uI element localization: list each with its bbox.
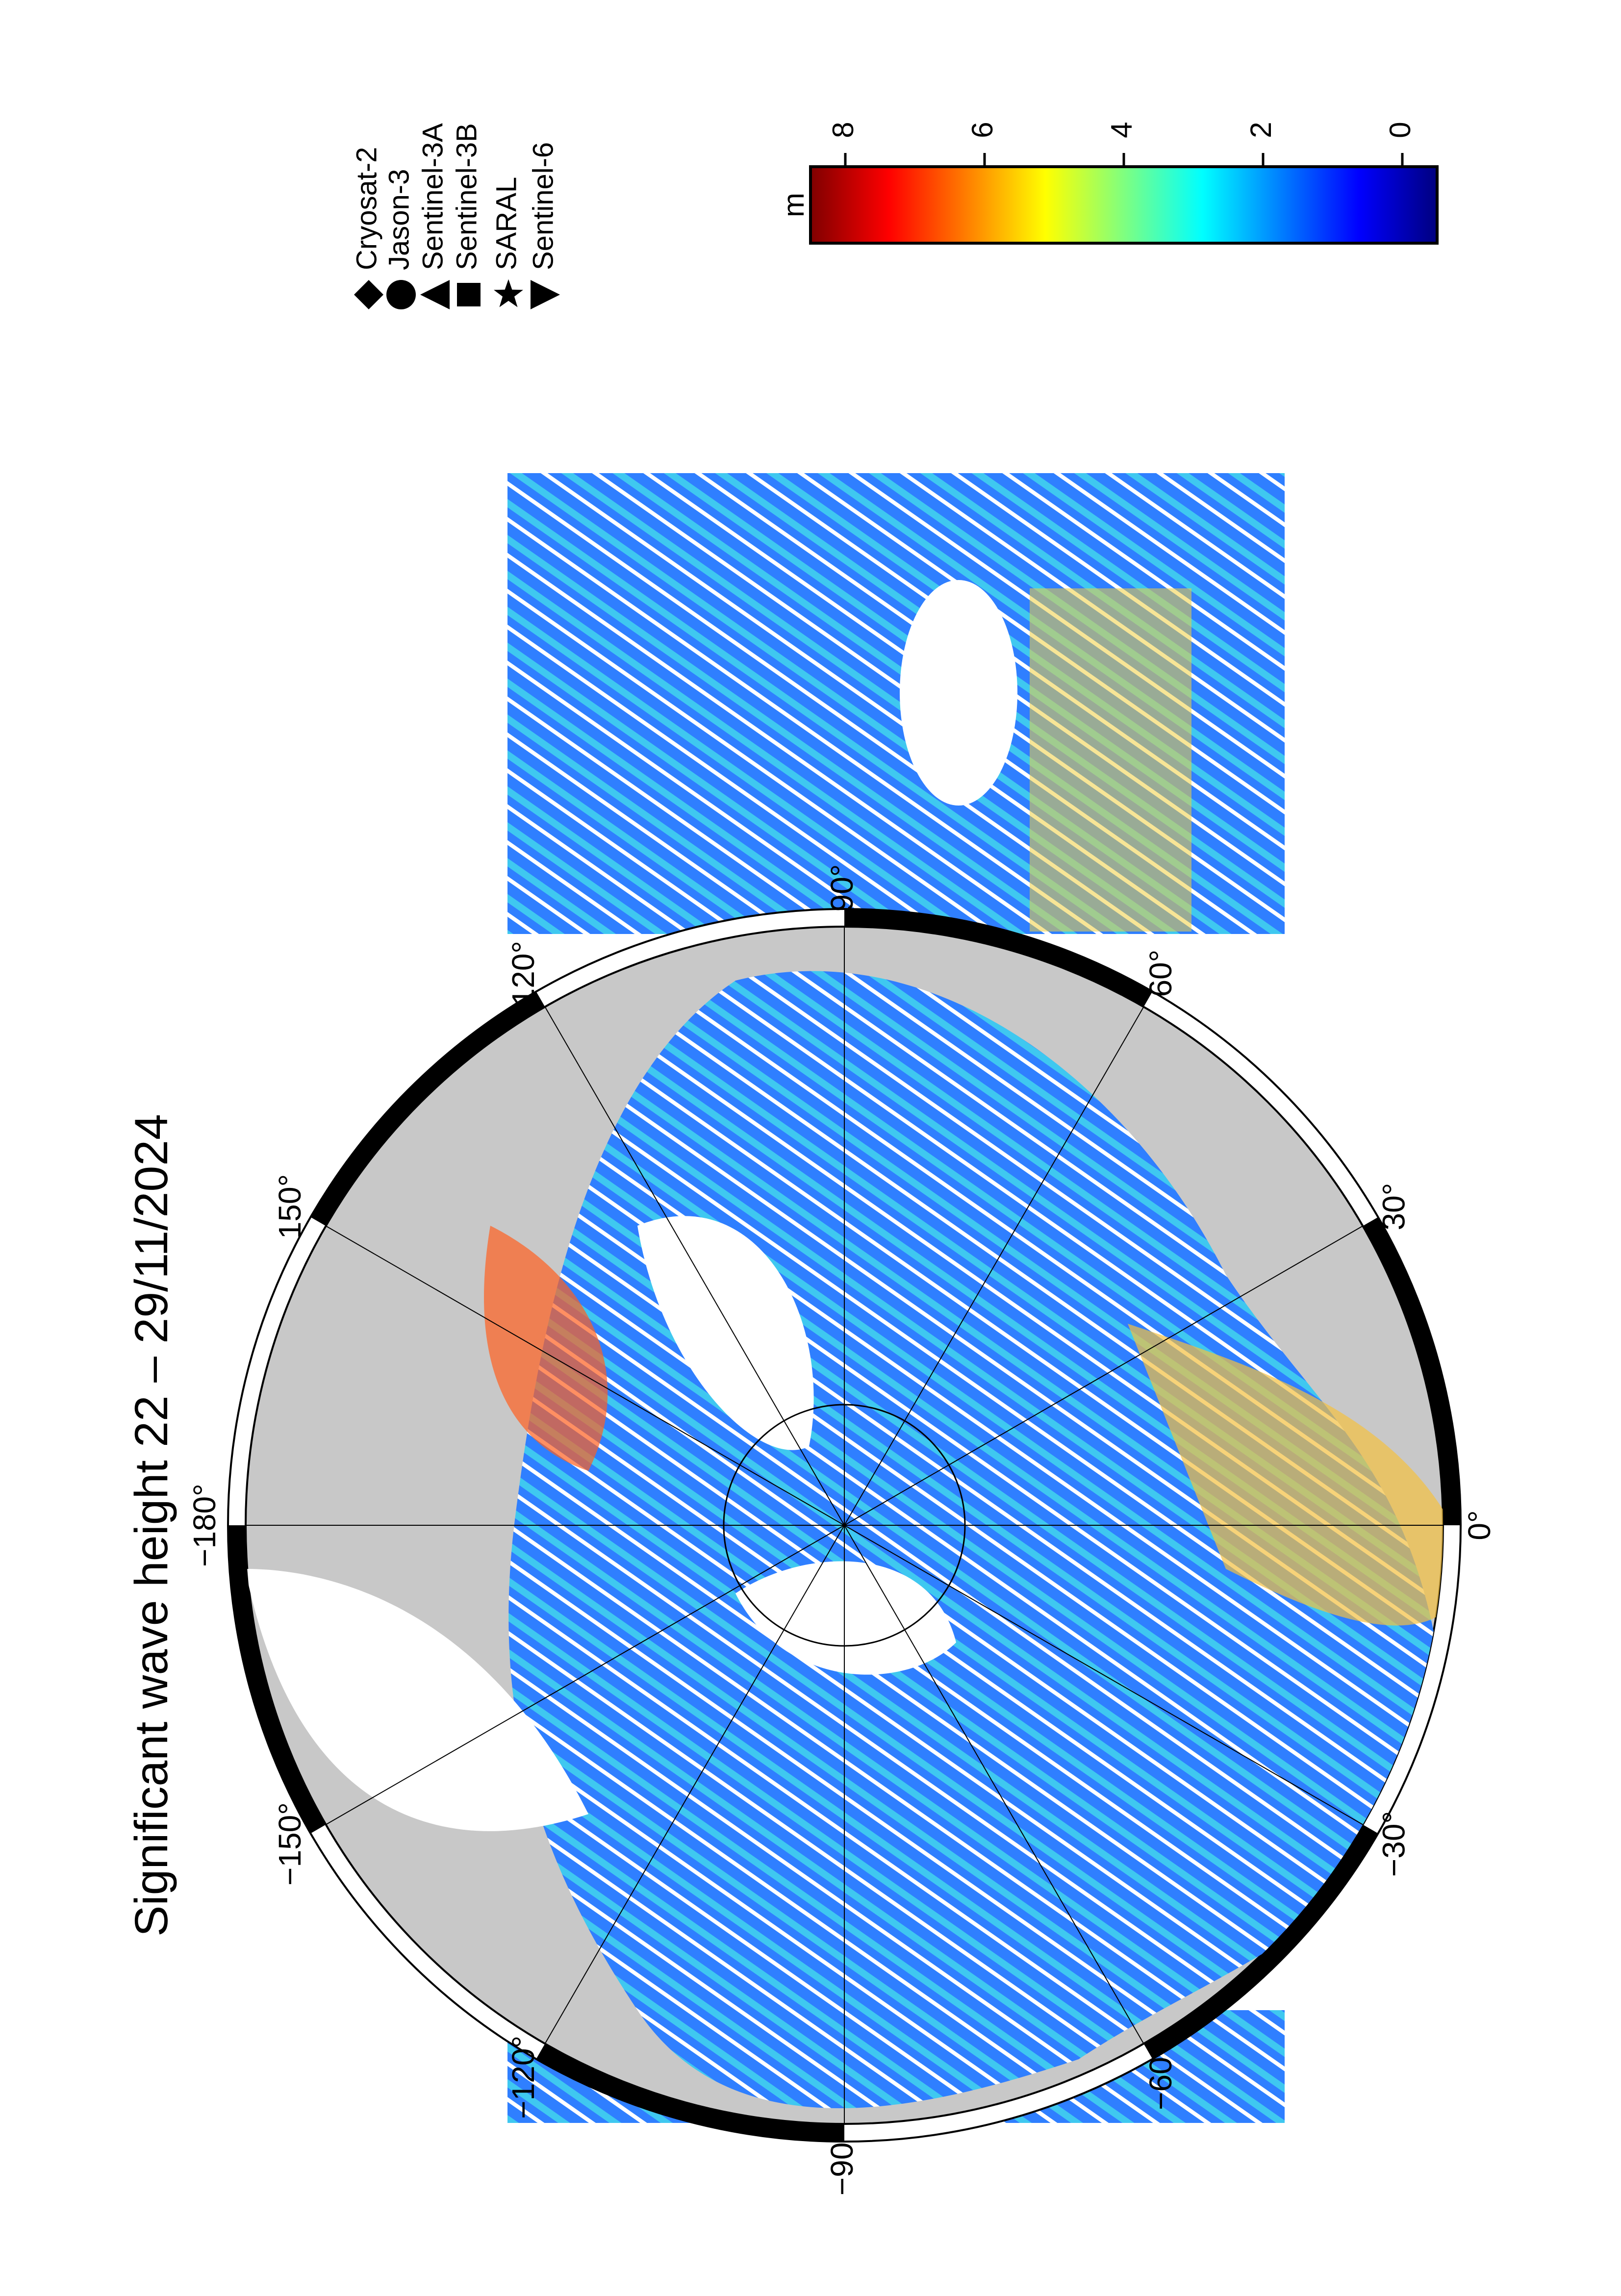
legend-marker: [494, 279, 523, 307]
meridian: [326, 1525, 845, 1825]
legend-label: Sentinel-6: [527, 142, 559, 270]
ring-segment: [1363, 1217, 1461, 1526]
meridian: [844, 1525, 1144, 2044]
ring-segment: [536, 2044, 845, 2142]
legend-marker: [531, 280, 560, 309]
colorbar-tick-label: 6: [966, 122, 999, 138]
data-swath: [1030, 588, 1191, 932]
longitude-label: −120°: [506, 2036, 541, 2119]
colorbar-tick-label: 0: [1384, 122, 1417, 138]
high-waves: [483, 1226, 608, 1471]
longitude-label: −90°: [824, 2130, 860, 2195]
title: Significant wave height 22 – 29/11/2024: [126, 1114, 177, 1937]
meridian: [844, 1007, 1144, 1526]
longitude-label: −30°: [1376, 1811, 1412, 1877]
longitude-label: 60°: [1143, 950, 1178, 997]
bay: [900, 580, 1017, 806]
high-waves: [1128, 1324, 1443, 1626]
legend-label: Sentinel-3A: [417, 123, 449, 270]
ring-segment: [228, 1525, 326, 1834]
longitude-label: −180°: [187, 1484, 222, 1567]
colorbar: [809, 165, 1439, 245]
legend-marker: [354, 280, 383, 309]
legend: Cryosat-2 Jason-3 Sentinel-3A Sentinel-3B SA…: [351, 123, 560, 309]
longitude-labels: 0° 30° 60° 90° 120° 150° −180° −150° −120° −90° −6…: [187, 864, 1497, 2195]
graticule: [246, 927, 1443, 2124]
ring-segment: [844, 909, 1153, 1007]
longitude-label: −150°: [272, 1802, 307, 1886]
sea-ice: [246, 1569, 588, 1831]
meridian: [326, 1225, 845, 1526]
legend-marker: [457, 283, 481, 306]
colorbar-tick-label: 4: [1105, 122, 1138, 138]
meridian: [544, 1007, 845, 1526]
legend-label: Jason-3: [383, 169, 415, 270]
ring-segment: [1143, 1824, 1378, 2059]
meridian: [844, 1525, 1363, 1825]
longitude-label: −60°: [1143, 2044, 1178, 2110]
legend-label: Sentinel-3B: [451, 123, 482, 270]
legend-marker: [386, 280, 416, 309]
longitude-label: 150°: [272, 1174, 307, 1239]
colorbar-tick-label: 8: [827, 122, 860, 138]
colorbar-ticks: 0 2 4 6 8: [827, 122, 1417, 167]
colorbar-tick-label: 2: [1244, 122, 1277, 138]
longitude-label: 0°: [1462, 1510, 1497, 1540]
longitude-label: 90°: [824, 864, 860, 912]
sea-ice: [637, 1216, 814, 1450]
legend-label: Cryosat-2: [351, 147, 382, 270]
ring-segments: [228, 909, 1461, 2142]
colorbar-unit: m: [777, 193, 810, 217]
ring-segment: [310, 991, 545, 1226]
legend-marker: [420, 280, 450, 309]
sea-ice: [735, 1561, 956, 1675]
meridian: [844, 1225, 1363, 1526]
latitude-circle: [723, 1404, 966, 1647]
legend-label: SARAL: [490, 177, 522, 270]
meridian: [544, 1525, 845, 2044]
longitude-label: 120°: [506, 941, 541, 1006]
longitude-label: 30°: [1376, 1183, 1412, 1231]
ocean-data: [246, 971, 1443, 2108]
